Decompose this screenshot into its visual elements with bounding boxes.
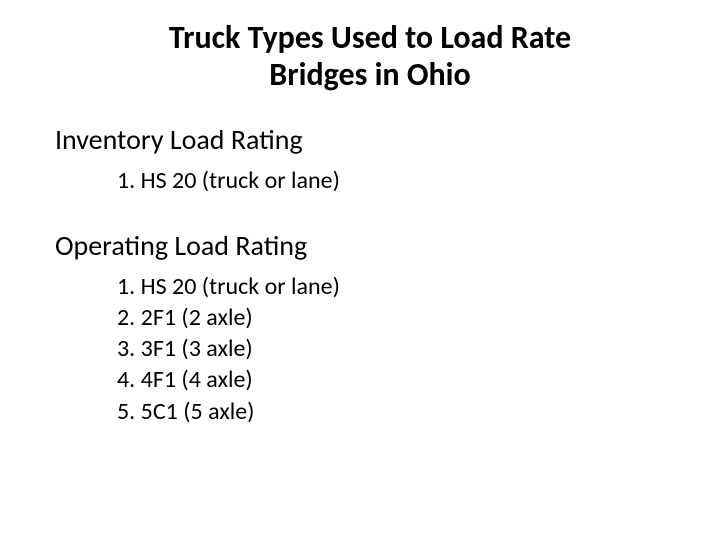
list-item: 1. HS 20 (truck or lane) <box>117 271 665 302</box>
section-heading-operating: Operating Load Rating <box>55 228 665 263</box>
section-heading-inventory: Inventory Load Rating <box>55 122 665 157</box>
operating-list: 1. HS 20 (truck or lane) 2. 2F1 (2 axle)… <box>117 271 665 427</box>
title-line-2: Bridges in Ohio <box>75 57 665 94</box>
list-item: 3. 3F1 (3 axle) <box>117 333 665 364</box>
list-item: 2. 2F1 (2 axle) <box>117 302 665 333</box>
list-item: 4. 4F1 (4 axle) <box>117 364 665 395</box>
list-item: 1. HS 20 (truck or lane) <box>117 165 665 196</box>
title-line-1: Truck Types Used to Load Rate <box>75 20 665 57</box>
inventory-list: 1. HS 20 (truck or lane) <box>117 165 665 196</box>
slide-title: Truck Types Used to Load Rate Bridges in… <box>75 20 665 94</box>
list-item: 5. 5C1 (5 axle) <box>117 396 665 427</box>
